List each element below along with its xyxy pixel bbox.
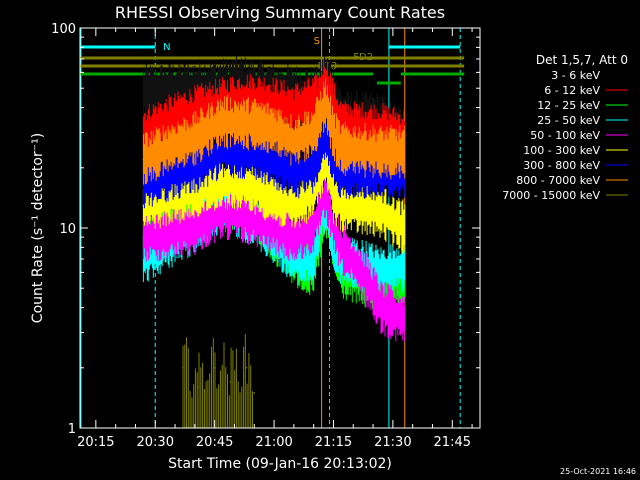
data-point — [332, 162, 335, 165]
y-tick-label: 1 — [68, 422, 76, 437]
data-point — [221, 181, 224, 183]
data-point — [142, 91, 145, 93]
data-point — [380, 271, 382, 274]
data-point — [273, 198, 275, 200]
y-tick-label: 100 — [51, 22, 76, 37]
y-axis-label: Count Rate (s⁻¹ detector⁻¹) — [30, 133, 46, 323]
data-point — [221, 151, 224, 153]
data-point — [293, 204, 295, 206]
annotation-label: FD2 — [353, 52, 373, 63]
series-trace — [182, 334, 253, 428]
data-point — [273, 227, 275, 229]
legend-label: 50 - 100 keV — [530, 129, 600, 142]
data-point — [332, 106, 335, 109]
data-point — [253, 186, 256, 188]
legend-label: 6 - 12 keV — [544, 84, 600, 97]
data-point — [194, 111, 196, 113]
y-tick-label: 10 — [59, 222, 76, 237]
data-point — [245, 367, 248, 369]
data-point — [404, 318, 406, 321]
data-point — [213, 367, 216, 369]
data-point — [380, 211, 382, 213]
data-point — [273, 162, 275, 165]
data-point — [312, 192, 315, 194]
data-point — [312, 227, 315, 229]
data-point — [293, 258, 295, 260]
legend-title: Det 1,5,7, Att 0 — [536, 53, 628, 67]
data-point — [332, 198, 335, 200]
data-point — [404, 227, 406, 229]
data-point — [182, 367, 184, 369]
data-point — [293, 91, 295, 93]
data-point — [142, 204, 145, 206]
data-point — [293, 109, 295, 111]
x-tick-label: 20:30 — [137, 435, 174, 450]
data-point — [332, 89, 335, 91]
x-tick-label: 20:15 — [77, 435, 114, 450]
data-point — [229, 381, 232, 383]
legend: 3 - 6 keV 6 - 12 keV 12 - 25 keV 25 - 50 ke… — [502, 69, 628, 202]
data-point — [312, 258, 315, 260]
data-point — [312, 131, 315, 134]
data-point — [253, 151, 256, 153]
legend-label: 25 - 50 keV — [537, 114, 600, 127]
data-point — [265, 100, 267, 103]
data-point — [142, 131, 145, 134]
data-point — [312, 167, 315, 169]
series-4 — [142, 168, 406, 342]
data-point — [253, 218, 256, 221]
data-point — [142, 236, 145, 238]
data-point — [404, 151, 406, 153]
legend-label: 300 - 800 keV — [523, 159, 600, 172]
data-point — [241, 82, 244, 84]
data-point — [340, 246, 343, 249]
x-tick-label: 21:00 — [255, 435, 292, 450]
data-point — [194, 167, 196, 169]
data-point — [142, 158, 145, 161]
legend-label: 3 - 6 keV — [551, 69, 600, 82]
series-7 — [142, 78, 406, 185]
data-point — [221, 211, 224, 213]
data-point — [324, 137, 327, 140]
data-point — [194, 137, 196, 140]
x-axis-label: Start Time (09-Jan-16 20:13:02) — [168, 456, 392, 472]
data-point — [332, 134, 335, 137]
data-point — [404, 287, 406, 290]
data-point — [273, 128, 275, 131]
legend-label: 100 - 300 keV — [523, 144, 600, 157]
data-point — [404, 264, 406, 267]
data-point — [324, 102, 327, 105]
annotation-label: S — [314, 36, 320, 47]
x-tick-label: 21:30 — [374, 435, 411, 450]
data-point — [293, 236, 295, 238]
data-point — [293, 171, 295, 173]
x-tick-label: 21:15 — [315, 435, 352, 450]
axes: 1 10 100 20:15 20:30 20:45 21:00 21:15 21:30 21:4… — [51, 22, 480, 450]
data-point — [293, 140, 295, 143]
data-point — [241, 98, 244, 101]
data-point — [340, 147, 343, 150]
data-point — [332, 227, 335, 229]
annotation-label: N — [163, 42, 170, 53]
data-point — [324, 192, 327, 194]
data-point — [340, 204, 343, 206]
x-tick-label: 21:45 — [434, 435, 471, 450]
data-point — [253, 392, 256, 394]
series-8 — [182, 334, 256, 428]
data-point — [198, 386, 200, 389]
x-tick-label: 20:45 — [196, 435, 233, 450]
data-point — [253, 123, 256, 126]
data-point — [380, 306, 382, 309]
data-point — [340, 171, 343, 173]
legend-label: 800 - 7000 keV — [516, 174, 600, 187]
legend-label: 7000 - 15000 keV — [502, 189, 600, 202]
legend-label: 12 - 25 keV — [537, 99, 600, 112]
chart-title: RHESSI Observing Summary Count Rates — [115, 3, 445, 22]
data-point — [221, 120, 224, 123]
data-point — [380, 151, 382, 153]
data-point — [194, 227, 196, 229]
footer-timestamp: 25-Oct-2021 16:46 — [560, 467, 636, 476]
